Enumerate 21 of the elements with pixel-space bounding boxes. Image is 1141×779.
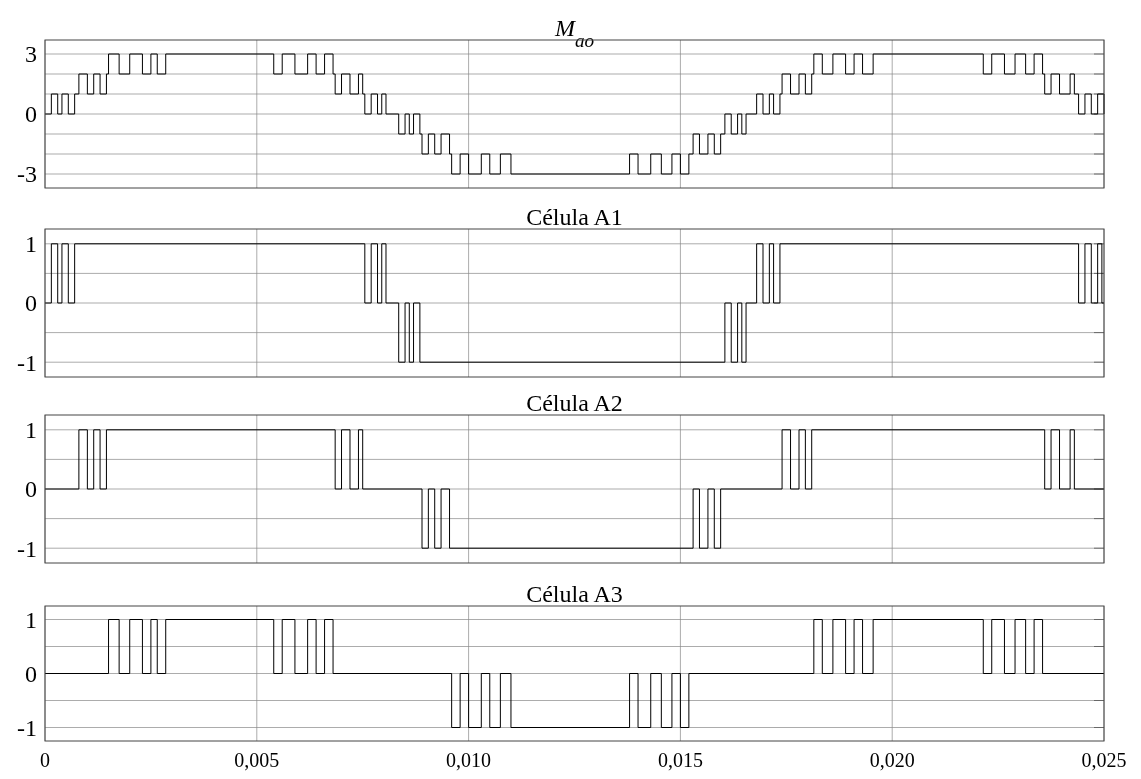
- chart-title: Célula A1: [526, 204, 623, 230]
- y-tick-label: -1: [17, 535, 37, 562]
- y-tick-label: 1: [25, 606, 37, 633]
- y-tick-label: 1: [25, 417, 37, 444]
- x-tick-label: 0,010: [446, 749, 492, 771]
- y-tick-label: -3: [17, 161, 37, 188]
- y-tick-label: 0: [25, 660, 37, 687]
- y-tick-label: 0: [25, 476, 37, 503]
- x-tick-label: 0,015: [657, 749, 703, 771]
- chart-title: Célula A3: [526, 581, 623, 607]
- x-tick-label: 0,020: [869, 749, 915, 771]
- x-tick-label: 0,025: [1081, 749, 1127, 771]
- y-tick-label: 0: [25, 101, 37, 128]
- y-tick-label: -1: [17, 349, 37, 376]
- y-tick-label: 0: [25, 290, 37, 317]
- chart-title: M$_{ao}$: [553, 15, 595, 51]
- chart-title: Célula A2: [526, 390, 623, 416]
- y-tick-label: 1: [25, 231, 37, 258]
- y-tick-label: -1: [17, 714, 37, 741]
- x-tick-label: 0,005: [234, 749, 280, 771]
- y-tick-label: 3: [25, 41, 37, 68]
